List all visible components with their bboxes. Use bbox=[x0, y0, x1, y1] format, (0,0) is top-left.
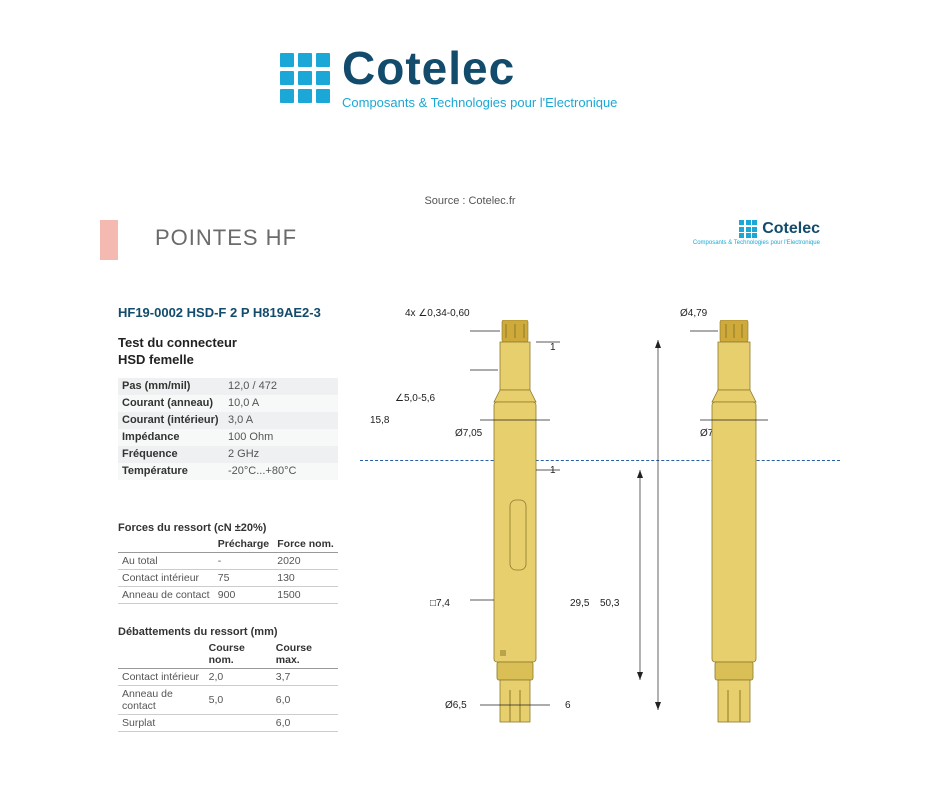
spec-row: Pas (mm/mil)12,0 / 472 bbox=[118, 378, 338, 395]
dim-lines-right bbox=[630, 340, 670, 740]
technical-drawing: 4x ∠0,34-0,60 ∠5,0-5,6 15,8 Ø7,05 Ø7,05 … bbox=[370, 300, 840, 740]
table-header: Précharge bbox=[214, 536, 273, 553]
corner-logo-name: Cotelec bbox=[762, 220, 820, 238]
probe-side-icon bbox=[690, 320, 780, 740]
forces-title: Forces du ressort (cN ±20%) bbox=[118, 522, 266, 534]
spec-value: 2 GHz bbox=[228, 448, 259, 460]
table-cell: Surplat bbox=[118, 715, 205, 732]
table-cell: Contact intérieur bbox=[118, 669, 205, 686]
spec-label: Courant (anneau) bbox=[118, 397, 228, 409]
table-cell bbox=[205, 715, 272, 732]
table-row: Anneau de contact5,06,0 bbox=[118, 686, 338, 715]
table-cell: Anneau de contact bbox=[118, 686, 205, 715]
part-number: HF19-0002 HSD-F 2 P H819AE2-3 bbox=[118, 305, 321, 320]
section-accent-bar bbox=[100, 220, 118, 260]
table-header bbox=[118, 640, 205, 669]
logo-name: Cotelec bbox=[342, 45, 617, 91]
table-header: Course nom. bbox=[205, 640, 272, 669]
subtitle-line2: HSD femelle bbox=[118, 352, 194, 367]
table-cell: 75 bbox=[214, 570, 273, 587]
spec-label: Température bbox=[118, 465, 228, 477]
subtitle-line1: Test du connecteur bbox=[118, 335, 237, 350]
table-cell: 3,7 bbox=[272, 669, 338, 686]
spec-label: Pas (mm/mil) bbox=[118, 380, 228, 392]
dim-sq74: □7,4 bbox=[430, 598, 450, 609]
table-cell: Anneau de contact bbox=[118, 587, 214, 604]
spec-row: Impédance100 Ohm bbox=[118, 429, 338, 446]
spec-value: 12,0 / 472 bbox=[228, 380, 277, 392]
table-cell: 6,0 bbox=[272, 686, 338, 715]
dim-angle4x: 4x ∠0,34-0,60 bbox=[405, 308, 470, 319]
spec-label: Courant (intérieur) bbox=[118, 414, 228, 426]
spec-label: Fréquence bbox=[118, 448, 228, 460]
table-cell: 130 bbox=[273, 570, 338, 587]
forces-table: PréchargeForce nom.Au total-2020Contact … bbox=[118, 536, 338, 604]
corner-logo-sub: Composants & Technologies pour l'Electro… bbox=[693, 240, 820, 246]
dim-h295: 29,5 bbox=[570, 598, 589, 609]
travel-title: Débattements du ressort (mm) bbox=[118, 626, 278, 638]
table-row: Au total-2020 bbox=[118, 553, 338, 570]
spec-row: Température-20°C...+80°C bbox=[118, 463, 338, 480]
logo-dots-icon bbox=[280, 53, 330, 103]
table-cell: 2,0 bbox=[205, 669, 272, 686]
dim-h503: 50,3 bbox=[600, 598, 619, 609]
logo-tagline: Composants & Technologies pour l'Electro… bbox=[342, 95, 617, 110]
corner-dots-icon bbox=[739, 220, 757, 238]
spec-value: 3,0 A bbox=[228, 414, 253, 426]
corner-logo: Cotelec bbox=[739, 220, 820, 238]
spec-value: 100 Ohm bbox=[228, 431, 273, 443]
spec-row: Fréquence2 GHz bbox=[118, 446, 338, 463]
header-logo: Cotelec Composants & Technologies pour l… bbox=[280, 45, 617, 110]
table-header: Force nom. bbox=[273, 536, 338, 553]
probe-front-icon bbox=[470, 320, 560, 740]
table-cell: Contact intérieur bbox=[118, 570, 214, 587]
spec-row: Courant (intérieur)3,0 A bbox=[118, 412, 338, 429]
spec-value: 10,0 A bbox=[228, 397, 259, 409]
spec-value: -20°C...+80°C bbox=[228, 465, 296, 477]
source-line: Source : Cotelec.fr bbox=[0, 195, 940, 207]
dim-h6: 6 bbox=[565, 700, 571, 711]
table-cell: - bbox=[214, 553, 273, 570]
table-row: Contact intérieur75130 bbox=[118, 570, 338, 587]
table-cell: 900 bbox=[214, 587, 273, 604]
table-cell: 1500 bbox=[273, 587, 338, 604]
product-subtitle: Test du connecteur HSD femelle bbox=[118, 335, 237, 369]
table-cell: 2020 bbox=[273, 553, 338, 570]
table-row: Contact intérieur2,03,7 bbox=[118, 669, 338, 686]
spec-row: Courant (anneau)10,0 A bbox=[118, 395, 338, 412]
dim-h158: 15,8 bbox=[370, 415, 389, 426]
travel-table: Course nom.Course max.Contact intérieur2… bbox=[118, 640, 338, 732]
dim-d65: Ø6,5 bbox=[445, 700, 467, 711]
table-header bbox=[118, 536, 214, 553]
specs-table: Pas (mm/mil)12,0 / 472Courant (anneau)10… bbox=[118, 378, 338, 480]
section-title: POINTES HF bbox=[155, 225, 297, 251]
table-header: Course max. bbox=[272, 640, 338, 669]
table-cell: 5,0 bbox=[205, 686, 272, 715]
spec-label: Impédance bbox=[118, 431, 228, 443]
table-cell: 6,0 bbox=[272, 715, 338, 732]
dim-angle2: ∠5,0-5,6 bbox=[395, 393, 435, 404]
dim-d479: Ø4,79 bbox=[680, 308, 707, 319]
table-cell: Au total bbox=[118, 553, 214, 570]
table-row: Surplat 6,0 bbox=[118, 715, 338, 732]
table-row: Anneau de contact9001500 bbox=[118, 587, 338, 604]
